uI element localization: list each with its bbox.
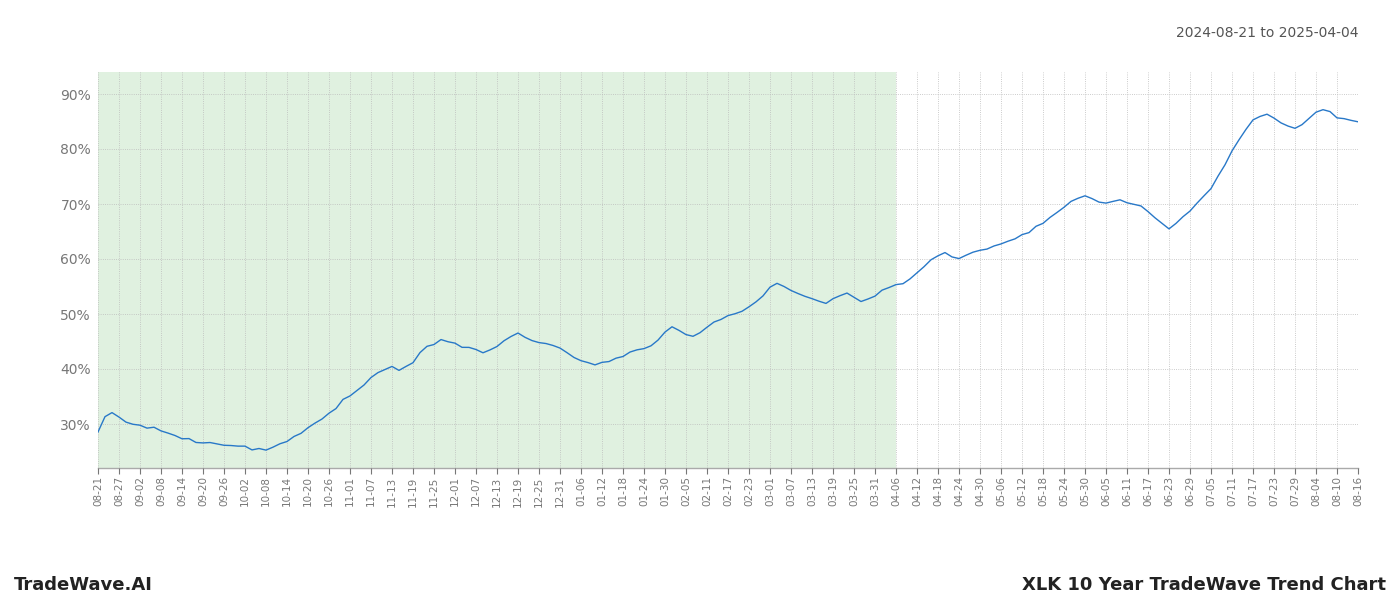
Text: TradeWave.AI: TradeWave.AI	[14, 576, 153, 594]
Bar	[98, 72, 896, 468]
Text: XLK 10 Year TradeWave Trend Chart: XLK 10 Year TradeWave Trend Chart	[1022, 576, 1386, 594]
Text: 2024-08-21 to 2025-04-04: 2024-08-21 to 2025-04-04	[1176, 26, 1358, 40]
